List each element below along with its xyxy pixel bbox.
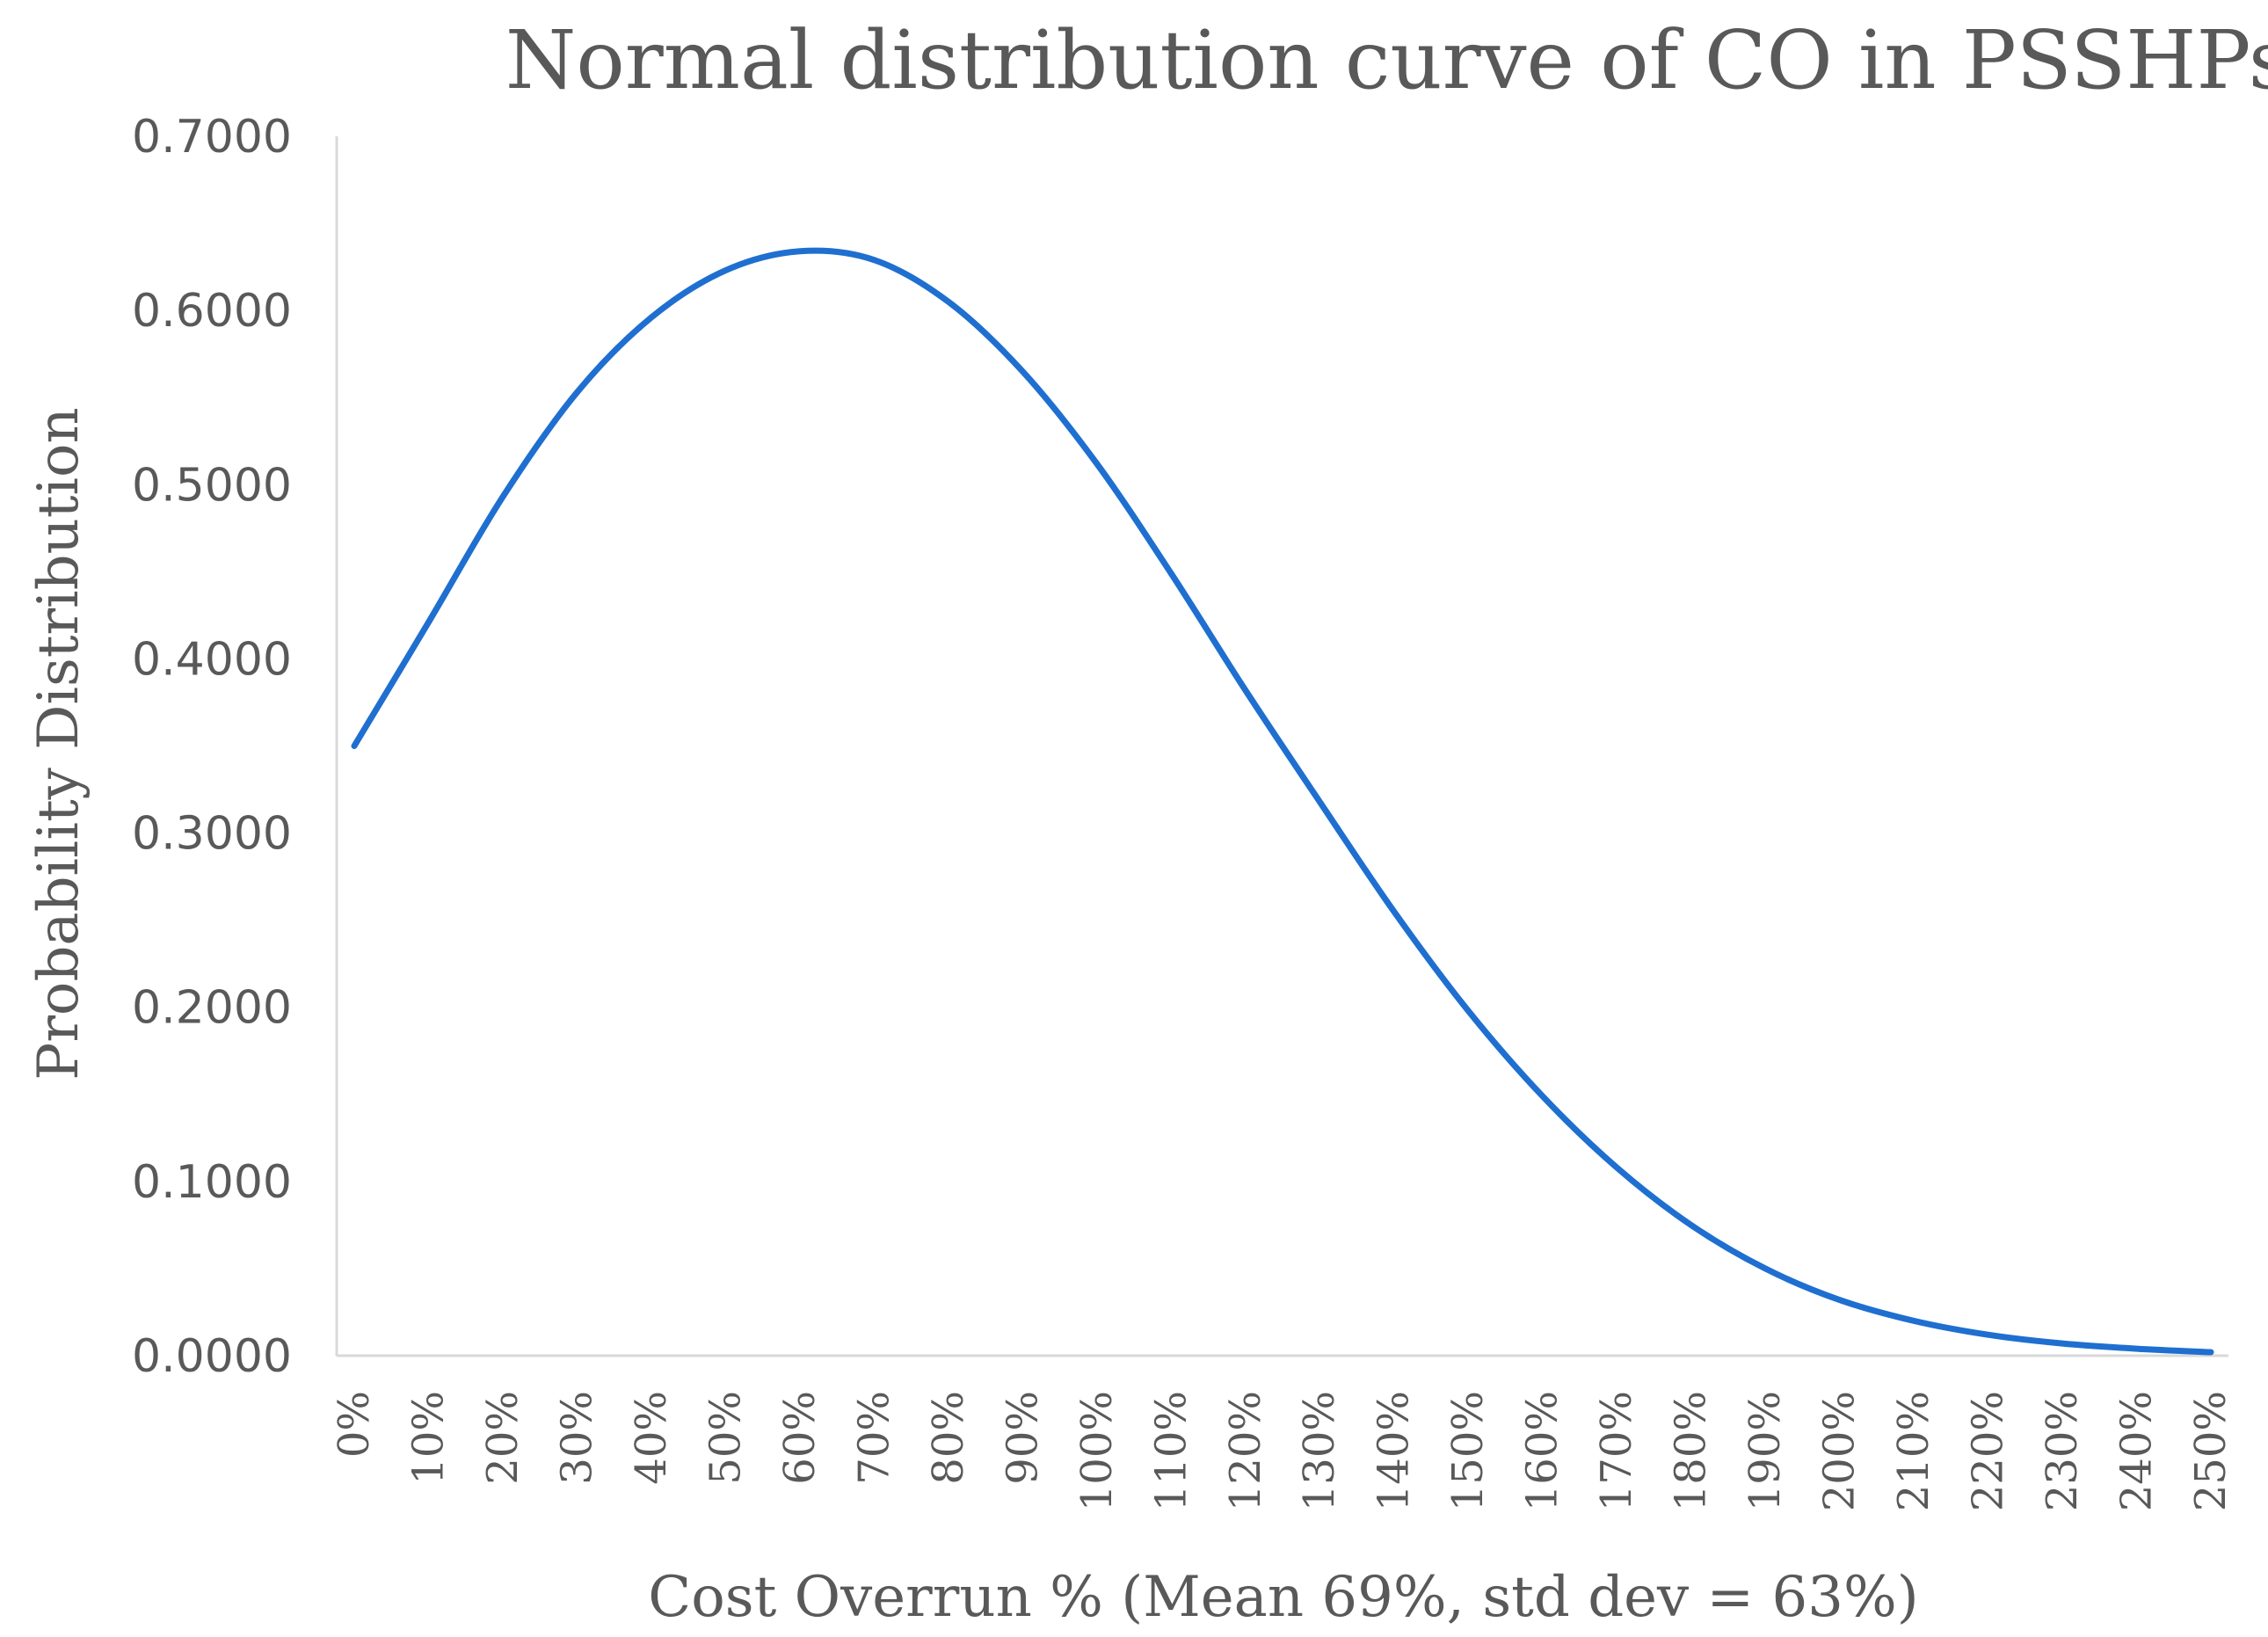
x-tick-label: 70% <box>849 1391 898 1485</box>
x-tick-label: 220% <box>1964 1391 2013 1511</box>
y-tick-label: 0.2000 <box>132 982 292 1035</box>
y-tick-label: 0.6000 <box>132 285 292 338</box>
x-tick-label: 20% <box>478 1391 527 1485</box>
chart-title: Normal distribution curve of CO in PSSHP… <box>505 13 2268 107</box>
x-tick-label: 240% <box>2112 1391 2162 1511</box>
series-line-0 <box>351 247 2214 1356</box>
y-tick-label: 0.0000 <box>132 1330 292 1383</box>
x-tick-label: 150% <box>1443 1391 1493 1511</box>
x-tick-label: 80% <box>924 1391 973 1485</box>
y-tick-label: 0.4000 <box>132 633 292 686</box>
y-tick-label: 0.1000 <box>132 1156 292 1209</box>
x-tick-label: 30% <box>552 1391 601 1485</box>
x-tick-label: 110% <box>1146 1391 1196 1511</box>
x-tick-label: 90% <box>998 1391 1047 1485</box>
x-tick-label: 180% <box>1667 1391 1716 1511</box>
x-tick-label: 210% <box>1889 1391 1938 1511</box>
y-tick-label: 0.5000 <box>132 459 292 512</box>
x-tick-label: 200% <box>1815 1391 1865 1511</box>
x-tick-label: 40% <box>627 1391 676 1485</box>
x-tick-label: 160% <box>1518 1391 1567 1511</box>
x-tick-label: 10% <box>403 1391 453 1485</box>
y-tick-label: 0.3000 <box>132 808 292 861</box>
x-tick-label: 120% <box>1221 1391 1270 1511</box>
x-tick-label: 170% <box>1592 1391 1641 1511</box>
x-tick-labels: 0% 10% 20% 30% 40% 50% 60% 70% 80% 90% 100% 110% 120… <box>330 1391 2235 1511</box>
series-layer <box>351 247 2214 1356</box>
x-tick-label: 230% <box>2038 1391 2087 1511</box>
x-tick-label: 250% <box>2186 1391 2235 1511</box>
y-tick-label: 0.7000 <box>132 111 292 164</box>
x-tick-label: 100% <box>1072 1391 1122 1511</box>
x-tick-label: 140% <box>1370 1391 1419 1511</box>
x-tick-label: 130% <box>1295 1391 1344 1511</box>
y-tick-labels: 0.0000 0.1000 0.2000 0.3000 0.4000 0.5000 0.60… <box>132 111 292 1383</box>
x-tick-label: 190% <box>1741 1391 1790 1511</box>
x-axis-label: Cost Overrun % (Mean 69%, std dev = 63%) <box>648 1565 1918 1630</box>
x-tick-label: 50% <box>701 1391 750 1485</box>
x-tick-label: 60% <box>775 1391 825 1485</box>
x-tick-label: 0% <box>330 1391 379 1458</box>
y-axis-label: Probability Distribution <box>26 407 91 1080</box>
